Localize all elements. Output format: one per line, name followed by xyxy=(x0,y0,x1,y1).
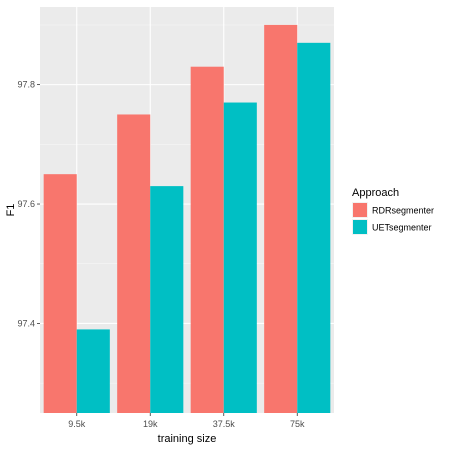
legend-key-uetsegmenter xyxy=(353,220,367,234)
legend-label: RDRsegmenter xyxy=(372,206,434,216)
legend-label: UETsegmenter xyxy=(372,223,432,233)
bar-uetsegmenter-9-5k xyxy=(76,329,110,413)
legend-title: Approach xyxy=(352,187,399,199)
x-tick-label: 9.5k xyxy=(68,419,86,429)
y-tick-label: 97.8 xyxy=(17,80,35,90)
x-tick-label: 75k xyxy=(290,419,305,429)
legend-key-rdrsegmenter xyxy=(353,203,367,217)
legend: Approach RDRsegmenter UETsegmenter xyxy=(352,187,434,235)
bar-uetsegmenter-19k xyxy=(150,186,184,413)
y-tick-label: 97.6 xyxy=(17,199,35,209)
bar-uetsegmenter-37-5k xyxy=(223,102,257,413)
bar-uetsegmenter-75k xyxy=(297,42,331,414)
y-axis-title: F1 xyxy=(5,204,17,217)
bar-rdrsegmenter-75k xyxy=(264,24,298,413)
bar-rdrsegmenter-19k xyxy=(117,114,151,414)
bar-rdrsegmenter-9-5k xyxy=(43,174,77,413)
bars xyxy=(43,24,331,414)
y-tick-label: 97.4 xyxy=(17,318,35,328)
x-axis: 9.5k 19k 37.5k 75k xyxy=(68,413,305,429)
y-axis: 97.4 97.6 97.8 xyxy=(17,80,40,328)
x-tick-label: 37.5k xyxy=(213,419,236,429)
x-axis-title: training size xyxy=(158,433,217,445)
bar-rdrsegmenter-37-5k xyxy=(190,66,224,414)
x-tick-label: 19k xyxy=(143,419,158,429)
